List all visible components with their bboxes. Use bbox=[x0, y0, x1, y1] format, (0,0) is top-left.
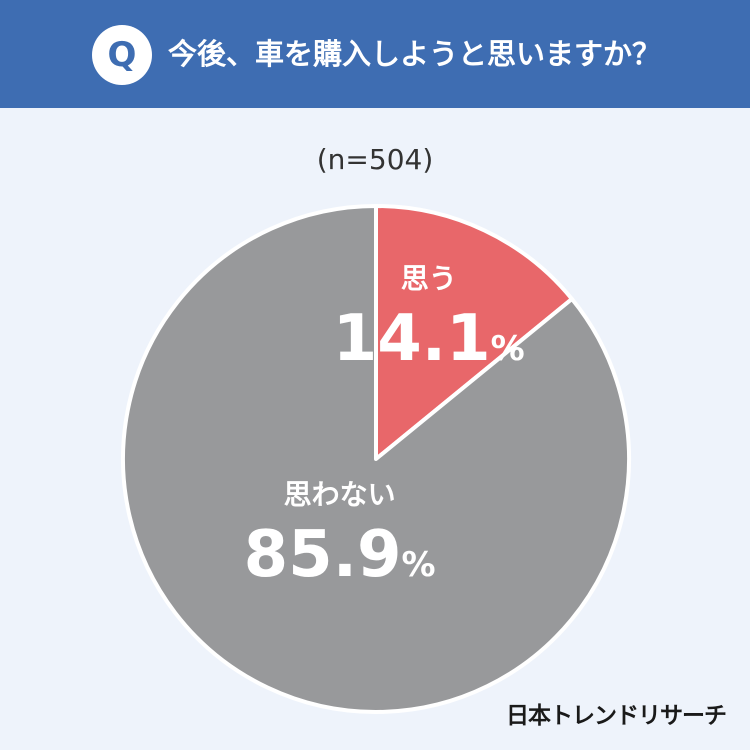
pie-slice-1 bbox=[374, 204, 574, 461]
brand-logo-text: 日本トレンドリサーチ bbox=[506, 703, 727, 729]
question-text: 今後、車を購入しようと思いますか？ bbox=[168, 37, 662, 71]
slice-label-unit-1: % bbox=[491, 329, 525, 369]
slice-label-name-2: 思わない bbox=[284, 478, 396, 511]
slice-label-unit-2: % bbox=[402, 545, 436, 585]
sample-size-label: (n=504) bbox=[316, 143, 434, 176]
q-badge: Q bbox=[92, 25, 152, 85]
question-header: Q 今後、車を購入しようと思いますか？ bbox=[0, 0, 750, 108]
pie-slice-2 bbox=[121, 204, 631, 714]
slice-label-name-1: 思う bbox=[401, 262, 457, 295]
